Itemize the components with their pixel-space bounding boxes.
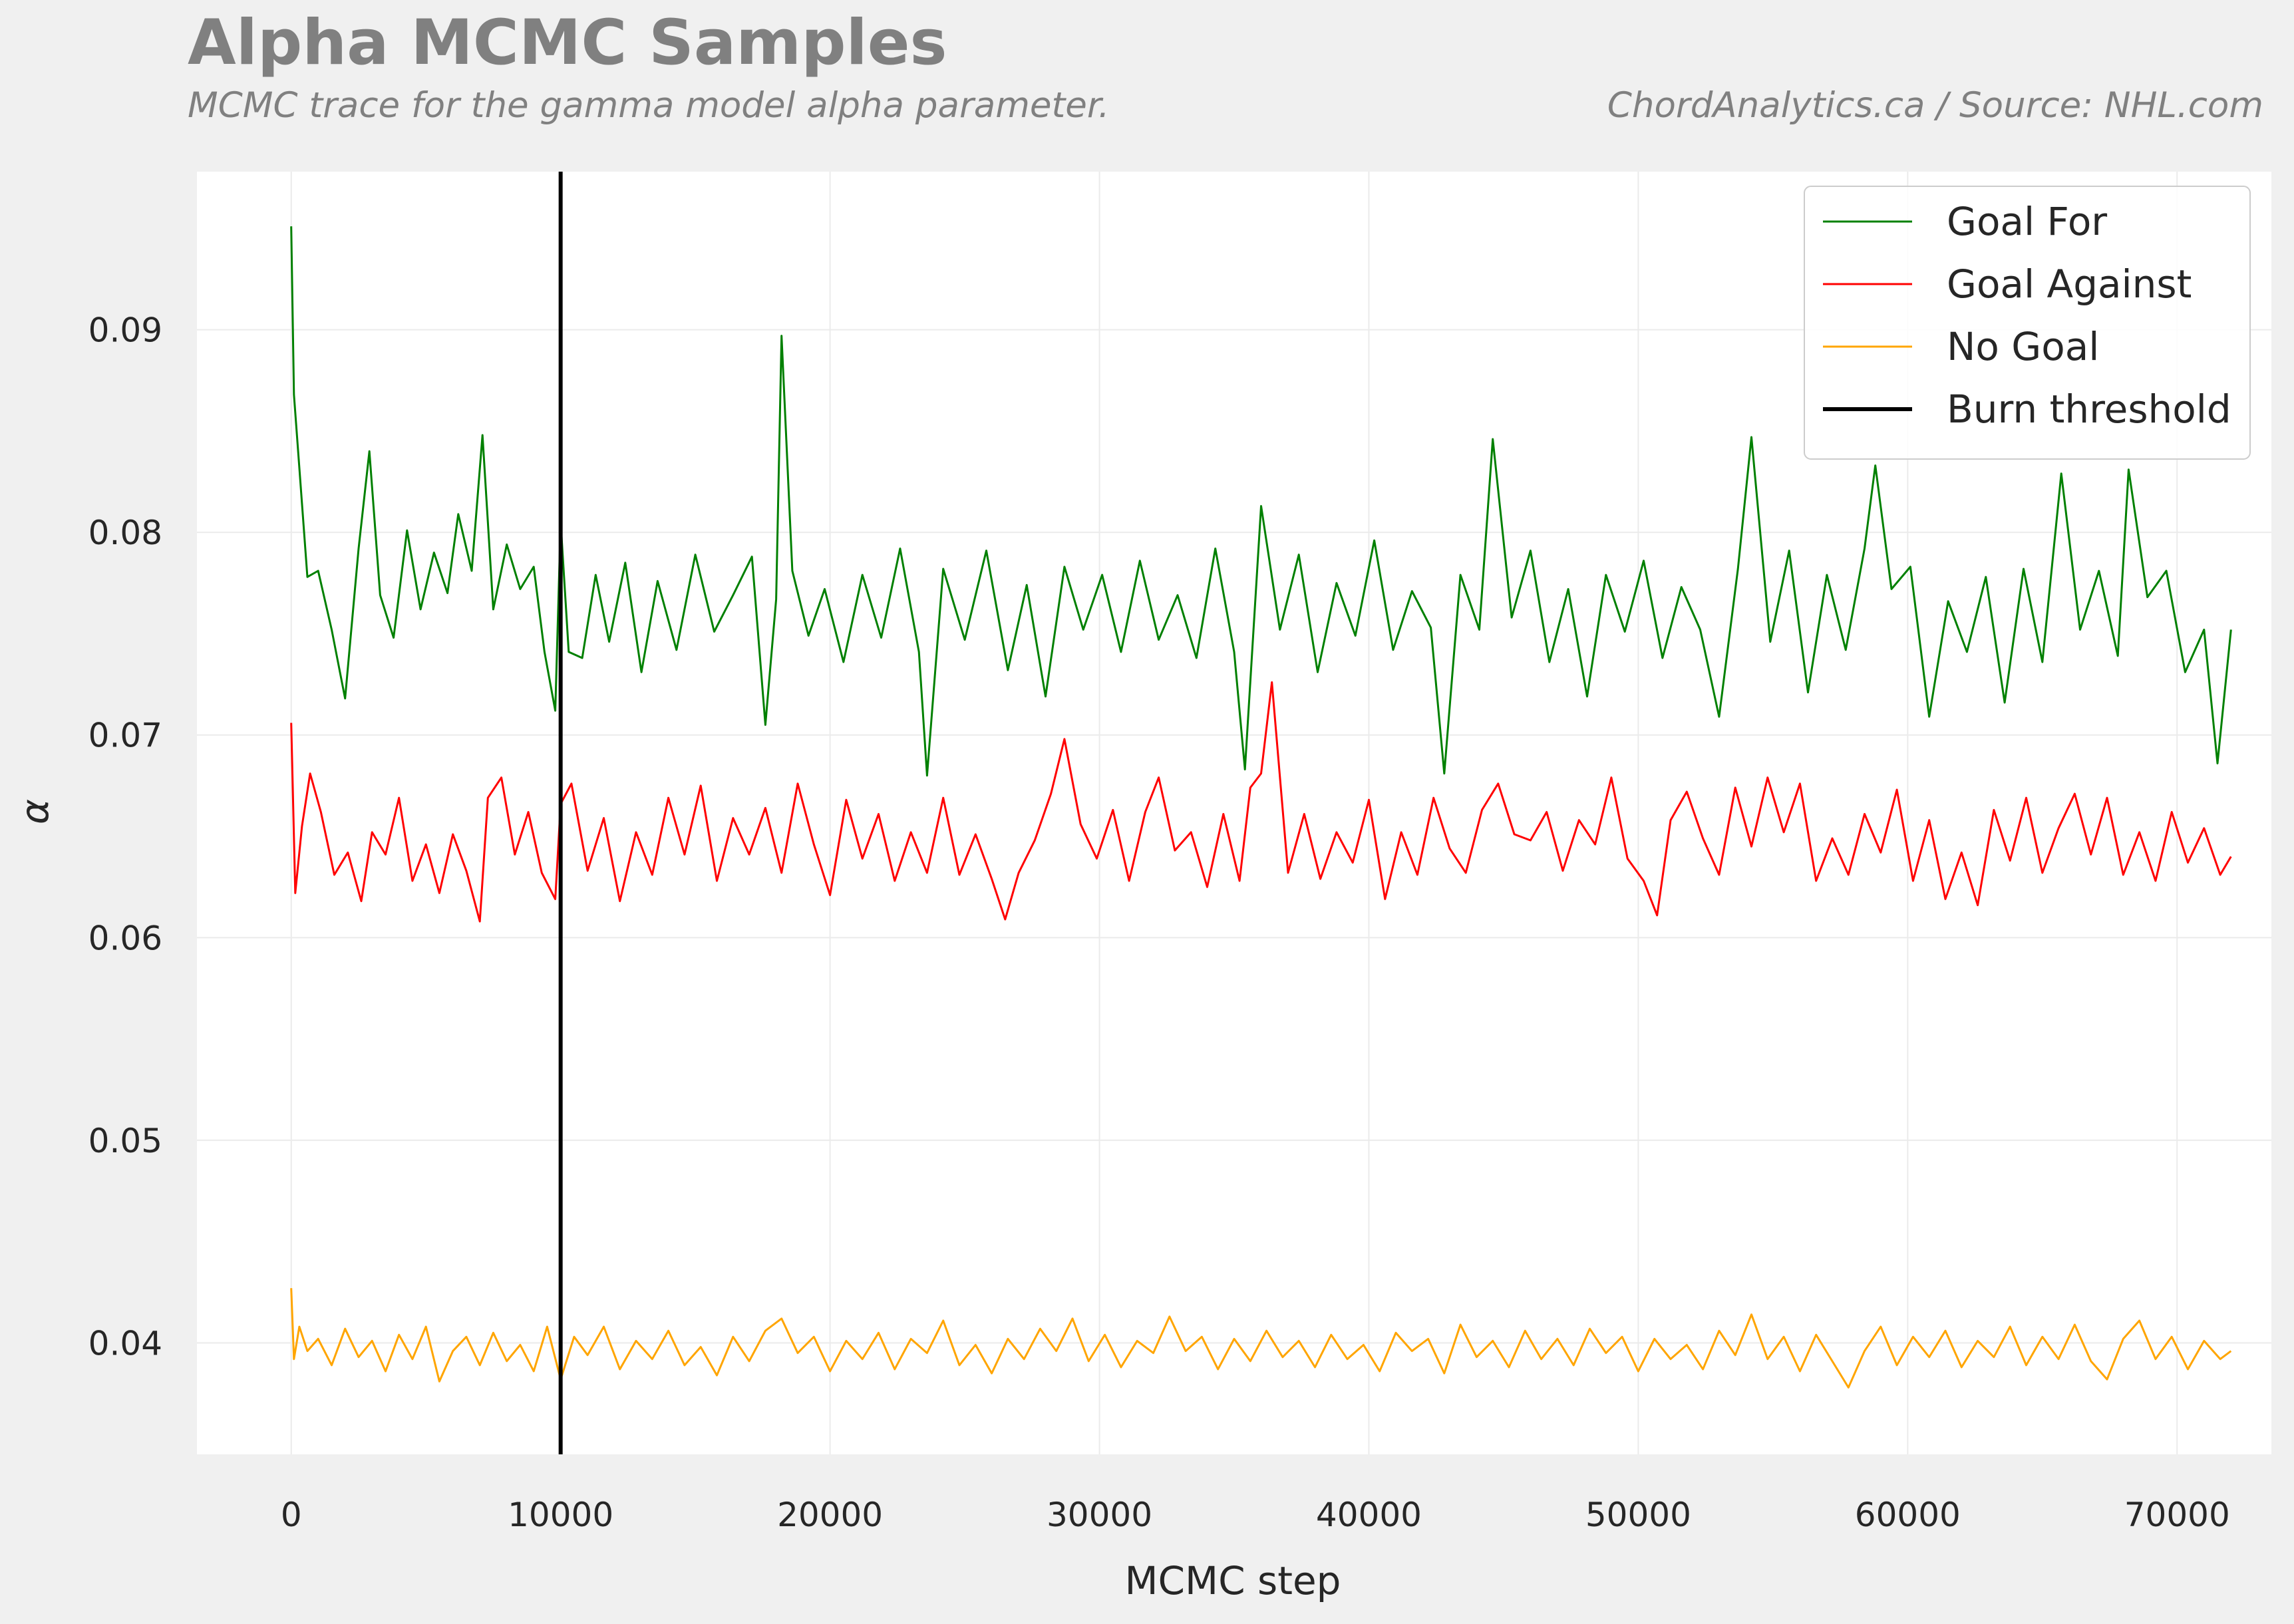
y-tick-label: 0.06 (88, 919, 162, 957)
x-axis-label: MCMC step (1125, 1558, 1341, 1603)
legend-label: Goal Against (1947, 261, 2192, 307)
legend-label: Goal For (1947, 199, 2107, 244)
chart-title: Alpha MCMC Samples (188, 7, 947, 79)
legend-box (1804, 186, 2251, 460)
legend-label: Burn threshold (1947, 387, 2231, 432)
x-tick-label: 60000 (1855, 1496, 1961, 1534)
x-tick-label: 20000 (777, 1496, 883, 1534)
series-line-0 (290, 226, 2232, 777)
y-tick-label: 0.07 (88, 717, 162, 755)
y-tick-label: 0.04 (88, 1324, 162, 1363)
x-tick-label: 10000 (508, 1496, 613, 1534)
x-tick-label: 30000 (1047, 1496, 1152, 1534)
legend: Goal For Goal Against No Goal Burn threshol… (1804, 186, 2251, 460)
legend-label: No Goal (1947, 324, 2099, 369)
tick-labels: 0 10000 20000 30000 40000 50000 60000 70000 0.04… (88, 311, 2230, 1534)
chart-subtitle: MCMC trace for the gamma model alpha par… (188, 85, 1110, 126)
series-lines (290, 226, 2232, 1388)
y-axis-label: α (12, 799, 57, 824)
series-line-1 (290, 681, 2232, 923)
x-tick-label: 70000 (2124, 1496, 2230, 1534)
y-tick-label: 0.08 (88, 514, 162, 552)
y-tick-label: 0.05 (88, 1122, 162, 1160)
x-tick-label: 0 (281, 1496, 302, 1534)
series-line-2 (290, 1288, 2232, 1388)
x-tick-label: 50000 (1585, 1496, 1691, 1534)
x-tick-label: 40000 (1316, 1496, 1422, 1534)
y-tick-label: 0.09 (88, 311, 162, 350)
chart-credit: ChordAnalytics.ca / Source: NHL.com (1607, 85, 2263, 126)
